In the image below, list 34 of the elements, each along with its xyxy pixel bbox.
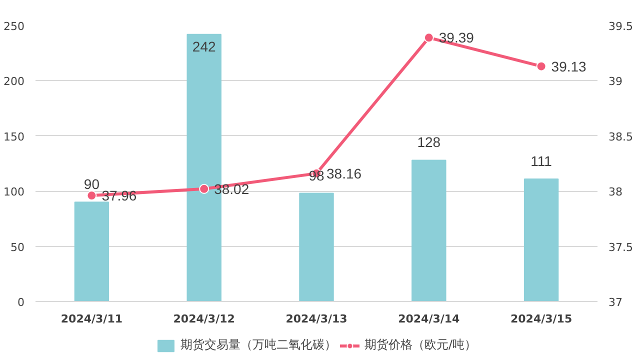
data-label: 128 — [417, 134, 441, 150]
y2-tick-label: 37.5 — [608, 240, 633, 254]
point — [86, 190, 97, 201]
bar — [412, 160, 446, 302]
data-label: 39.39 — [438, 30, 474, 46]
x-tick-label: 2024/3/13 — [286, 312, 348, 326]
data-label: 90 — [84, 176, 100, 192]
bar — [74, 202, 110, 302]
point — [424, 32, 434, 43]
bar — [299, 192, 334, 302]
x-tick-label: 2024/3/15 — [510, 312, 572, 326]
x-tick-label: 2024/3/12 — [173, 312, 235, 326]
x-tick-label: 2024/3/14 — [398, 312, 460, 326]
y2-tick-label: 38 — [608, 186, 622, 199]
x-tick-label: 2024/3/11 — [60, 312, 123, 326]
y2-tick-label: 38.5 — [608, 130, 633, 144]
y-tick-label: 0 — [18, 296, 24, 309]
legend-label: 期货交易量（万吨二氧化碳） — [180, 336, 336, 354]
y-tick-label: 100 — [4, 186, 25, 199]
y-tick-label: 200 — [4, 75, 25, 88]
point — [199, 184, 210, 194]
legend-label: 期货价格（欧元/吨） — [364, 336, 477, 354]
y2-tick-label: 37 — [608, 296, 622, 309]
y2-tick-label: 39.5 — [608, 20, 633, 33]
y-tick-label: 50 — [10, 240, 25, 254]
data-label: 242 — [192, 38, 216, 54]
data-label: 111 — [530, 152, 552, 169]
bar — [524, 178, 559, 302]
data-label: 39.13 — [551, 58, 587, 74]
point — [536, 61, 546, 72]
y-tick-label: 250 — [4, 20, 25, 33]
data-label: 38.16 — [326, 165, 362, 182]
y2-tick-label: 39 — [608, 75, 622, 88]
y-tick-label: 150 — [4, 130, 25, 144]
